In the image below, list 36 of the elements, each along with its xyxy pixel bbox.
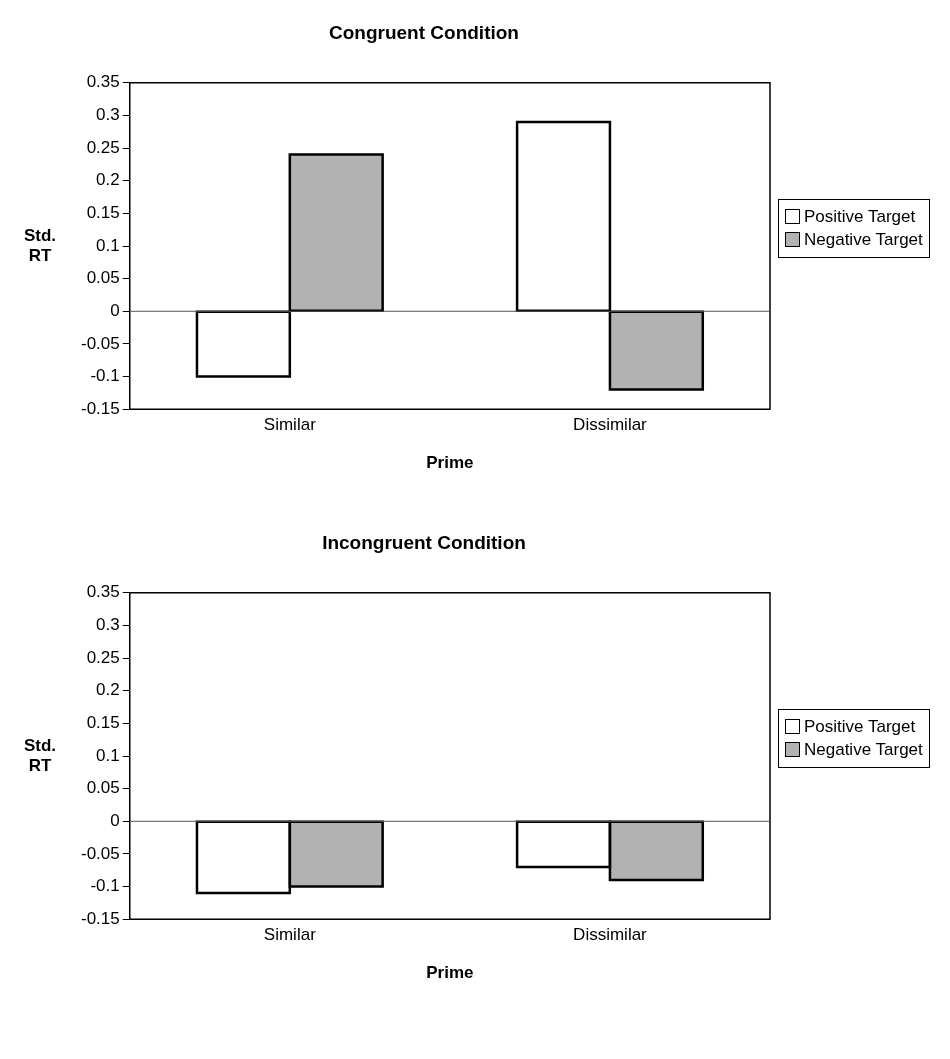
y-tick-label: 0.1 bbox=[96, 745, 120, 765]
legend-label: Negative Target bbox=[804, 229, 923, 250]
x-tick-label: Dissimilar bbox=[573, 415, 648, 435]
y-tick-label: 0.25 bbox=[86, 647, 120, 667]
chart-title: Congruent Condition bbox=[329, 21, 519, 43]
y-axis-title: Std. RT bbox=[23, 735, 57, 775]
x-tick-label: Similar bbox=[263, 925, 317, 945]
x-axis-title: Prime bbox=[426, 453, 474, 473]
y-tick-label: 0.3 bbox=[96, 105, 120, 125]
y-tick-label: 0.2 bbox=[96, 170, 120, 190]
chart-title: Incongruent Condition bbox=[322, 531, 526, 553]
y-tick-label: 0.25 bbox=[86, 137, 120, 157]
y-tick-label: 0.2 bbox=[96, 680, 120, 700]
y-tick-label: 0.05 bbox=[86, 778, 120, 798]
y-tick-label: -0.05 bbox=[81, 333, 120, 353]
y-tick-label: -0.1 bbox=[90, 876, 120, 896]
y-axis-title: Std. RT bbox=[23, 225, 57, 265]
text: Positive Target bbox=[804, 716, 916, 737]
y-tick-label: 0.35 bbox=[86, 72, 120, 92]
y-tick-label: -0.15 bbox=[81, 908, 120, 928]
y-tick-label: 0 bbox=[110, 300, 120, 320]
y-tick-label: -0.15 bbox=[81, 398, 120, 418]
x-axis-title: Prime bbox=[426, 963, 474, 983]
y-tick-label: 0.15 bbox=[86, 203, 120, 223]
legend-label: Negative Target bbox=[804, 739, 923, 760]
y-tick-label: 0 bbox=[110, 810, 120, 830]
x-tick-label: Similar bbox=[263, 415, 317, 435]
text: Positive Target bbox=[804, 206, 916, 227]
y-tick-label: 0.1 bbox=[96, 235, 120, 255]
y-tick-label: -0.1 bbox=[90, 366, 120, 386]
y-tick-label: 0.35 bbox=[86, 582, 120, 602]
y-tick-label: -0.05 bbox=[81, 843, 120, 863]
y-tick-label: 0.05 bbox=[86, 268, 120, 288]
y-tick-label: 0.15 bbox=[86, 713, 120, 733]
y-tick-label: 0.3 bbox=[96, 615, 120, 635]
x-tick-label: Dissimilar bbox=[573, 925, 648, 945]
